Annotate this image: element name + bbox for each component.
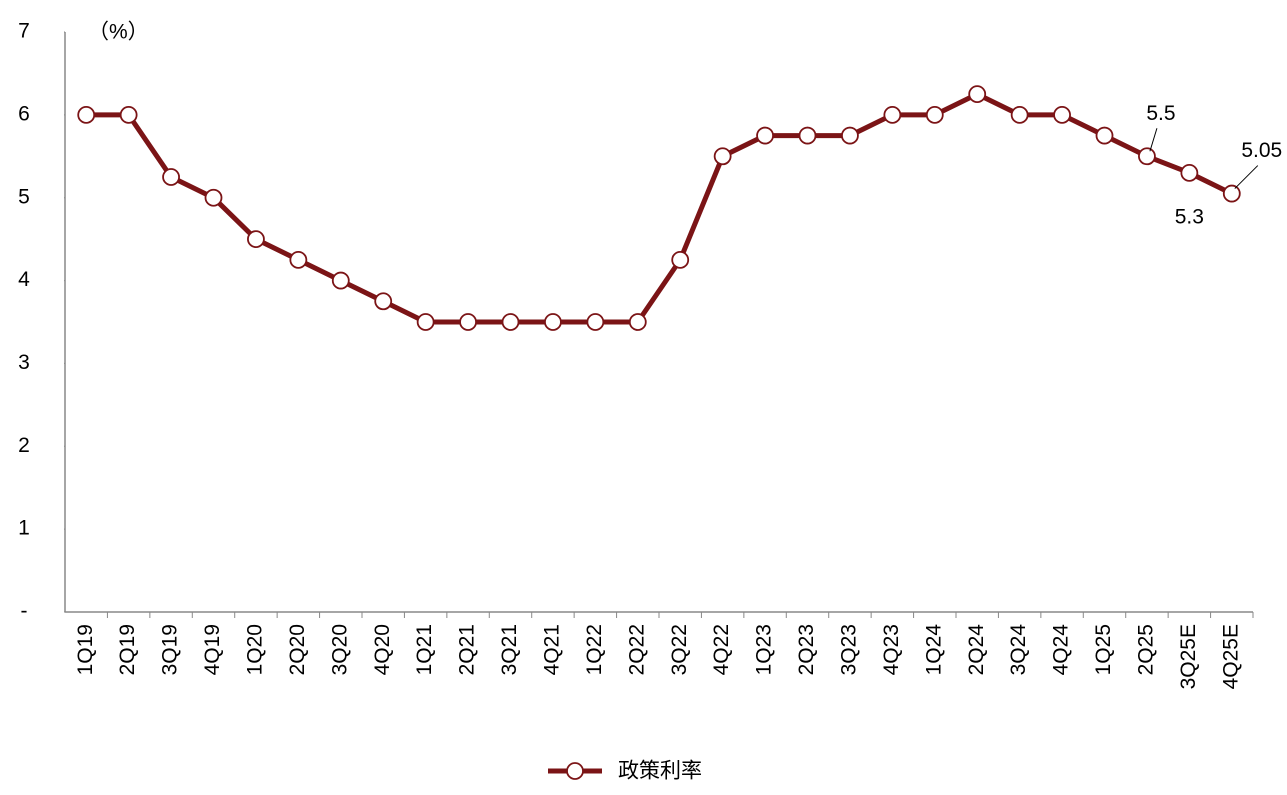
marker (459, 313, 477, 331)
y-tick-label: 5 (18, 185, 30, 208)
y-tick-label: 2 (18, 434, 30, 457)
x-tick-label: 4Q22 (710, 624, 733, 675)
label-leader (1234, 165, 1259, 189)
series-line (86, 91, 1233, 325)
marker (925, 105, 944, 124)
x-tick-label: 3Q23 (837, 624, 860, 675)
marker (1095, 126, 1114, 145)
x-tick-label: 2Q20 (286, 624, 309, 675)
marker (204, 188, 223, 207)
marker (77, 105, 96, 124)
y-axis-unit: （%） (88, 21, 149, 44)
marker (713, 147, 732, 166)
data-label: 5.5 (1146, 102, 1175, 125)
x-tick-label: 2Q21 (456, 624, 479, 675)
marker (586, 313, 605, 331)
y-tick-label: - (21, 600, 28, 623)
data-label: 5.3 (1175, 205, 1204, 228)
legend-label: 政策利率 (618, 760, 702, 783)
x-tick-label: 4Q24 (1050, 624, 1073, 676)
x-tick-label: 2Q25 (1134, 624, 1157, 675)
marker (883, 105, 902, 124)
x-tick-label: 1Q20 (243, 624, 266, 675)
x-tick-label: 4Q21 (540, 624, 563, 675)
marker (162, 168, 180, 186)
x-tick-label: 2Q23 (795, 624, 818, 675)
y-tick-label: 6 (18, 102, 30, 125)
x-tick-label: 3Q21 (498, 624, 521, 675)
x-tick-label: 3Q20 (328, 624, 351, 675)
marker (416, 313, 435, 331)
x-tick-label: 4Q19 (201, 624, 224, 675)
marker (331, 271, 350, 290)
x-tick-label: 2Q24 (965, 624, 988, 676)
x-tick-label: 4Q25E (1219, 624, 1242, 689)
marker (968, 85, 987, 104)
marker (501, 313, 520, 331)
marker (247, 230, 265, 249)
legend-marker (566, 762, 584, 780)
marker (119, 105, 138, 124)
x-tick-label: 4Q23 (880, 624, 903, 675)
marker (1222, 184, 1241, 203)
y-tick-label: 7 (18, 20, 30, 43)
marker (1053, 105, 1071, 124)
marker (628, 313, 647, 331)
marker (1180, 163, 1199, 182)
marker (374, 292, 393, 311)
x-tick-label: 2Q19 (116, 624, 139, 675)
x-tick-label: 3Q19 (159, 624, 182, 675)
x-tick-label: 3Q25E (1177, 624, 1200, 689)
x-tick-label: 3Q22 (668, 624, 691, 675)
marker (544, 313, 562, 331)
y-tick-label: 4 (18, 268, 30, 291)
x-tick-label: 3Q24 (1007, 624, 1030, 676)
marker (1138, 147, 1156, 166)
label-leader (1149, 128, 1158, 152)
marker (1010, 105, 1029, 124)
x-tick-label: 1Q22 (583, 624, 606, 675)
y-tick-label: 3 (18, 351, 30, 374)
x-tick-label: 1Q25 (1092, 624, 1115, 675)
marker (756, 126, 774, 145)
x-tick-label: 2Q22 (625, 624, 648, 675)
y-tick-label: 1 (18, 517, 30, 540)
marker (798, 126, 817, 145)
x-tick-label: 1Q24 (922, 624, 945, 676)
x-tick-label: 1Q21 (413, 624, 436, 675)
marker (671, 250, 690, 269)
x-tick-label: 4Q20 (371, 624, 394, 675)
x-tick-label: 1Q19 (74, 624, 97, 675)
marker (289, 250, 308, 269)
marker (841, 126, 859, 145)
x-tick-label: 1Q23 (753, 624, 776, 675)
data-label: 5.05 (1241, 139, 1282, 162)
